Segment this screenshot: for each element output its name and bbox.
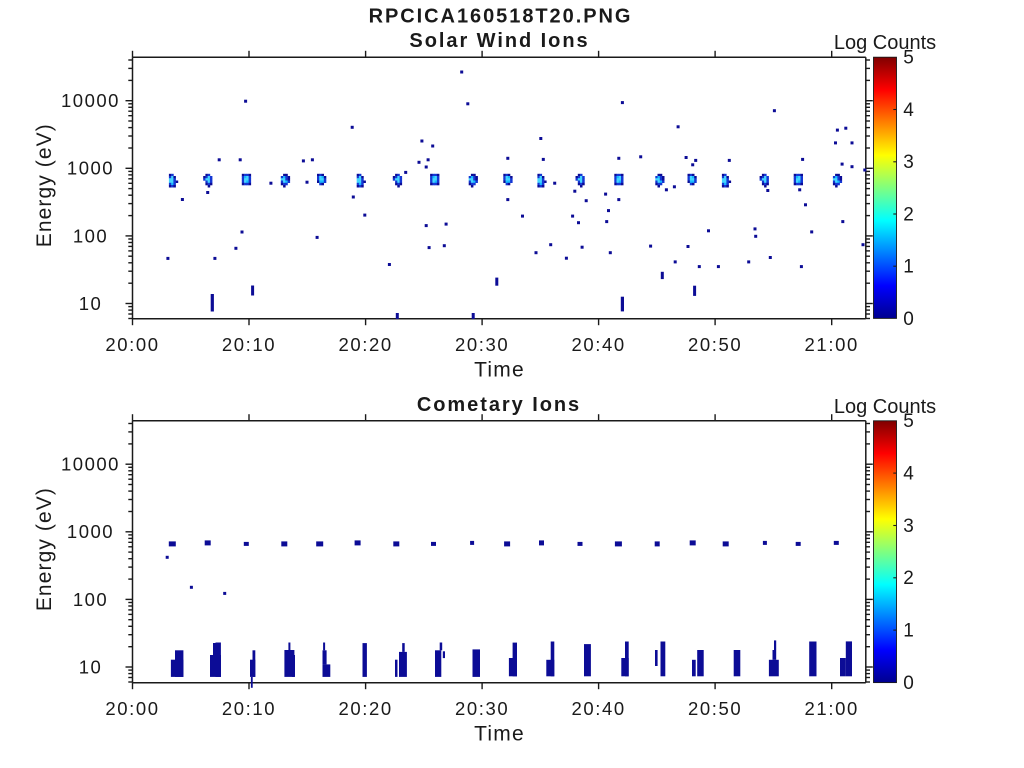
svg-text:Cometary Ions: Cometary Ions [417,394,581,416]
svg-text:10000: 10000 [61,90,120,111]
svg-text:Time: Time [474,358,525,381]
svg-text:20:50: 20:50 [688,698,742,719]
svg-text:4: 4 [903,464,914,485]
svg-text:1000: 1000 [67,158,114,179]
svg-text:RPCICA160518T20.PNG: RPCICA160518T20.PNG [369,6,633,28]
svg-text:20:50: 20:50 [688,334,742,355]
svg-text:3: 3 [903,152,914,173]
svg-text:20:40: 20:40 [571,334,625,355]
svg-text:20:30: 20:30 [455,334,509,355]
svg-text:5: 5 [903,411,914,432]
svg-text:20:10: 20:10 [222,698,276,719]
svg-text:21:00: 21:00 [805,334,859,355]
svg-text:1000: 1000 [67,521,114,542]
svg-text:20:30: 20:30 [455,698,509,719]
svg-text:10: 10 [79,293,103,314]
svg-text:Solar Wind Ions: Solar Wind Ions [409,30,589,52]
svg-text:Log Counts: Log Counts [834,396,936,418]
svg-text:20:20: 20:20 [338,698,392,719]
svg-text:100: 100 [73,225,108,246]
svg-text:Energy (eV): Energy (eV) [33,123,56,247]
svg-text:20:00: 20:00 [105,334,159,355]
svg-text:1: 1 [903,257,914,278]
svg-text:3: 3 [903,516,914,537]
svg-text:0: 0 [903,309,914,330]
svg-text:20:20: 20:20 [338,334,392,355]
svg-text:10000: 10000 [61,454,120,475]
svg-text:10: 10 [79,656,103,677]
svg-text:20:10: 20:10 [222,334,276,355]
svg-text:20:40: 20:40 [571,698,625,719]
svg-text:20:00: 20:00 [105,698,159,719]
svg-text:Energy (eV): Energy (eV) [33,487,56,611]
svg-text:1: 1 [903,621,914,642]
svg-text:100: 100 [73,589,108,610]
svg-text:Log Counts: Log Counts [834,32,936,54]
svg-text:4: 4 [903,100,914,121]
svg-text:Time: Time [474,722,525,745]
svg-text:0: 0 [903,673,914,694]
svg-text:2: 2 [903,204,914,225]
svg-text:5: 5 [903,48,914,69]
svg-text:2: 2 [903,568,914,589]
svg-text:21:00: 21:00 [805,698,859,719]
